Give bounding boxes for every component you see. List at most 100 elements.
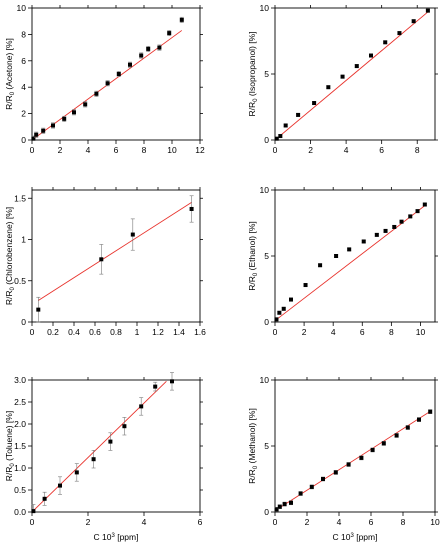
- fit-line: [274, 204, 427, 322]
- x-tick-label: 1.6: [194, 327, 206, 337]
- x-tick-label: 2: [86, 517, 91, 527]
- data-point: [333, 470, 338, 475]
- data-point: [157, 45, 162, 50]
- data-point: [428, 409, 433, 414]
- y-tick-label: 10: [17, 3, 27, 13]
- x-tick-label: 6: [369, 517, 374, 527]
- y-axis-label: R/R0 (Ethanol) [%]: [247, 221, 259, 290]
- x-tick-label: 2: [302, 327, 307, 337]
- data-point: [91, 457, 96, 462]
- data-point: [309, 484, 314, 489]
- y-axis-label: R/R0 (Acetone) [%]: [4, 38, 16, 110]
- x-tick-label: 8: [415, 145, 420, 155]
- y-tick-label: 1.0: [14, 463, 26, 473]
- data-point: [179, 17, 184, 22]
- plot-frame: [31, 7, 201, 141]
- data-point: [289, 297, 293, 302]
- data-point: [340, 74, 345, 79]
- y-axis-label: R/R0 (Chlorobenzene) [%]: [4, 207, 16, 305]
- y-tick-label: 0: [264, 507, 269, 517]
- x-axis-label: C 103 [ppm]: [333, 532, 378, 542]
- data-point: [277, 310, 282, 315]
- data-point: [72, 110, 76, 115]
- chart-chlorobenzene: 0 0.2 0.4 0.6 0.8 1 1.2 1.4 1.6 0 0.5 1 1.5 R/R0 (Chl…: [4, 187, 206, 337]
- x-tick-label: 6: [360, 327, 365, 337]
- data-point: [105, 81, 110, 86]
- y-tick-label: 6: [21, 56, 26, 66]
- y-tick-label: 1.5: [14, 193, 26, 203]
- data-point: [318, 263, 323, 268]
- data-point: [411, 19, 416, 24]
- y-tick-label: 0: [21, 135, 26, 145]
- data-point: [108, 439, 113, 444]
- y-tick-label: 3.0: [14, 375, 26, 385]
- x-tick-label: 2: [305, 517, 310, 527]
- data-point: [31, 509, 36, 514]
- data-point: [354, 64, 359, 69]
- data-point: [274, 136, 279, 141]
- data-point: [74, 470, 79, 475]
- data-point: [274, 507, 279, 512]
- x-tick-label: 1.2: [152, 327, 164, 337]
- chart-toluene: 0 2 4 6 0.0 0.5 1.0 1.5 2.0 2.5 3.0 R/R0 (Toluene) …: [4, 372, 203, 542]
- data-point: [334, 254, 339, 258]
- data-point: [415, 209, 420, 214]
- data-point: [36, 307, 41, 312]
- data-point: [116, 72, 121, 76]
- y-tick-label: 0: [264, 317, 269, 327]
- x-tick-label: 10: [167, 145, 177, 155]
- chart-methanol: 0 2 4 6 8 10 0 5 10 R/R0 (Methanol) [%] C 103 [ppm…: [247, 375, 440, 542]
- x-tick-label: 10: [416, 327, 426, 337]
- y-tick-label: 1.5: [14, 441, 26, 451]
- chart-isopropanol: 0 2 4 6 8 0 5 10 R/R0 (Isopropanol) [%]: [247, 3, 438, 155]
- x-tick-label: 4: [331, 327, 336, 337]
- data-point: [405, 425, 410, 430]
- data-point: [281, 306, 286, 311]
- data-point: [146, 46, 151, 51]
- data-point: [347, 247, 352, 252]
- data-point: [326, 85, 331, 90]
- y-tick-label: 5: [264, 69, 269, 79]
- x-tick-label: 10: [430, 517, 440, 527]
- data-point: [99, 257, 104, 262]
- x-tick-label: 2: [58, 145, 63, 155]
- data-point: [153, 384, 158, 389]
- x-tick-label: 12: [195, 145, 205, 155]
- y-tick-label: 0.0: [14, 507, 26, 517]
- x-tick-label: 8: [389, 327, 394, 337]
- data-point: [359, 455, 364, 460]
- y-tick-label: 0.5: [14, 485, 26, 495]
- x-tick-label: 8: [401, 517, 406, 527]
- plot-frame: [31, 379, 201, 513]
- y-tick-label: 8: [21, 29, 26, 39]
- y-tick-label: 10: [260, 375, 270, 385]
- fit-line: [274, 11, 429, 141]
- data-point: [51, 123, 55, 128]
- data-point: [425, 8, 430, 13]
- data-point: [303, 283, 308, 288]
- data-point: [94, 91, 99, 96]
- x-tick-label: 4: [142, 517, 147, 527]
- data-point: [289, 500, 293, 505]
- data-point: [31, 136, 36, 141]
- y-axis-label: R/R0 (Methanol) [%]: [247, 408, 259, 484]
- data-point: [397, 31, 402, 36]
- data-point: [42, 496, 47, 501]
- data-point: [122, 424, 127, 429]
- x-tick-label: 0.2: [47, 327, 59, 337]
- data-point: [283, 123, 288, 128]
- x-tick-label: 2: [308, 145, 313, 155]
- data-point: [274, 317, 279, 322]
- x-tick-label: 1.4: [173, 327, 185, 337]
- x-tick-label: 4: [344, 145, 349, 155]
- x-tick-label: 0.8: [110, 327, 122, 337]
- x-tick-label: 0: [30, 517, 35, 527]
- y-tick-label: 4: [21, 82, 26, 92]
- y-tick-label: 0: [21, 317, 26, 327]
- data-point: [189, 206, 194, 211]
- x-tick-label: 1: [135, 327, 140, 337]
- data-point: [130, 232, 135, 237]
- data-point: [62, 116, 67, 121]
- fit-line: [38, 201, 192, 301]
- x-tick-label: 0: [30, 327, 35, 337]
